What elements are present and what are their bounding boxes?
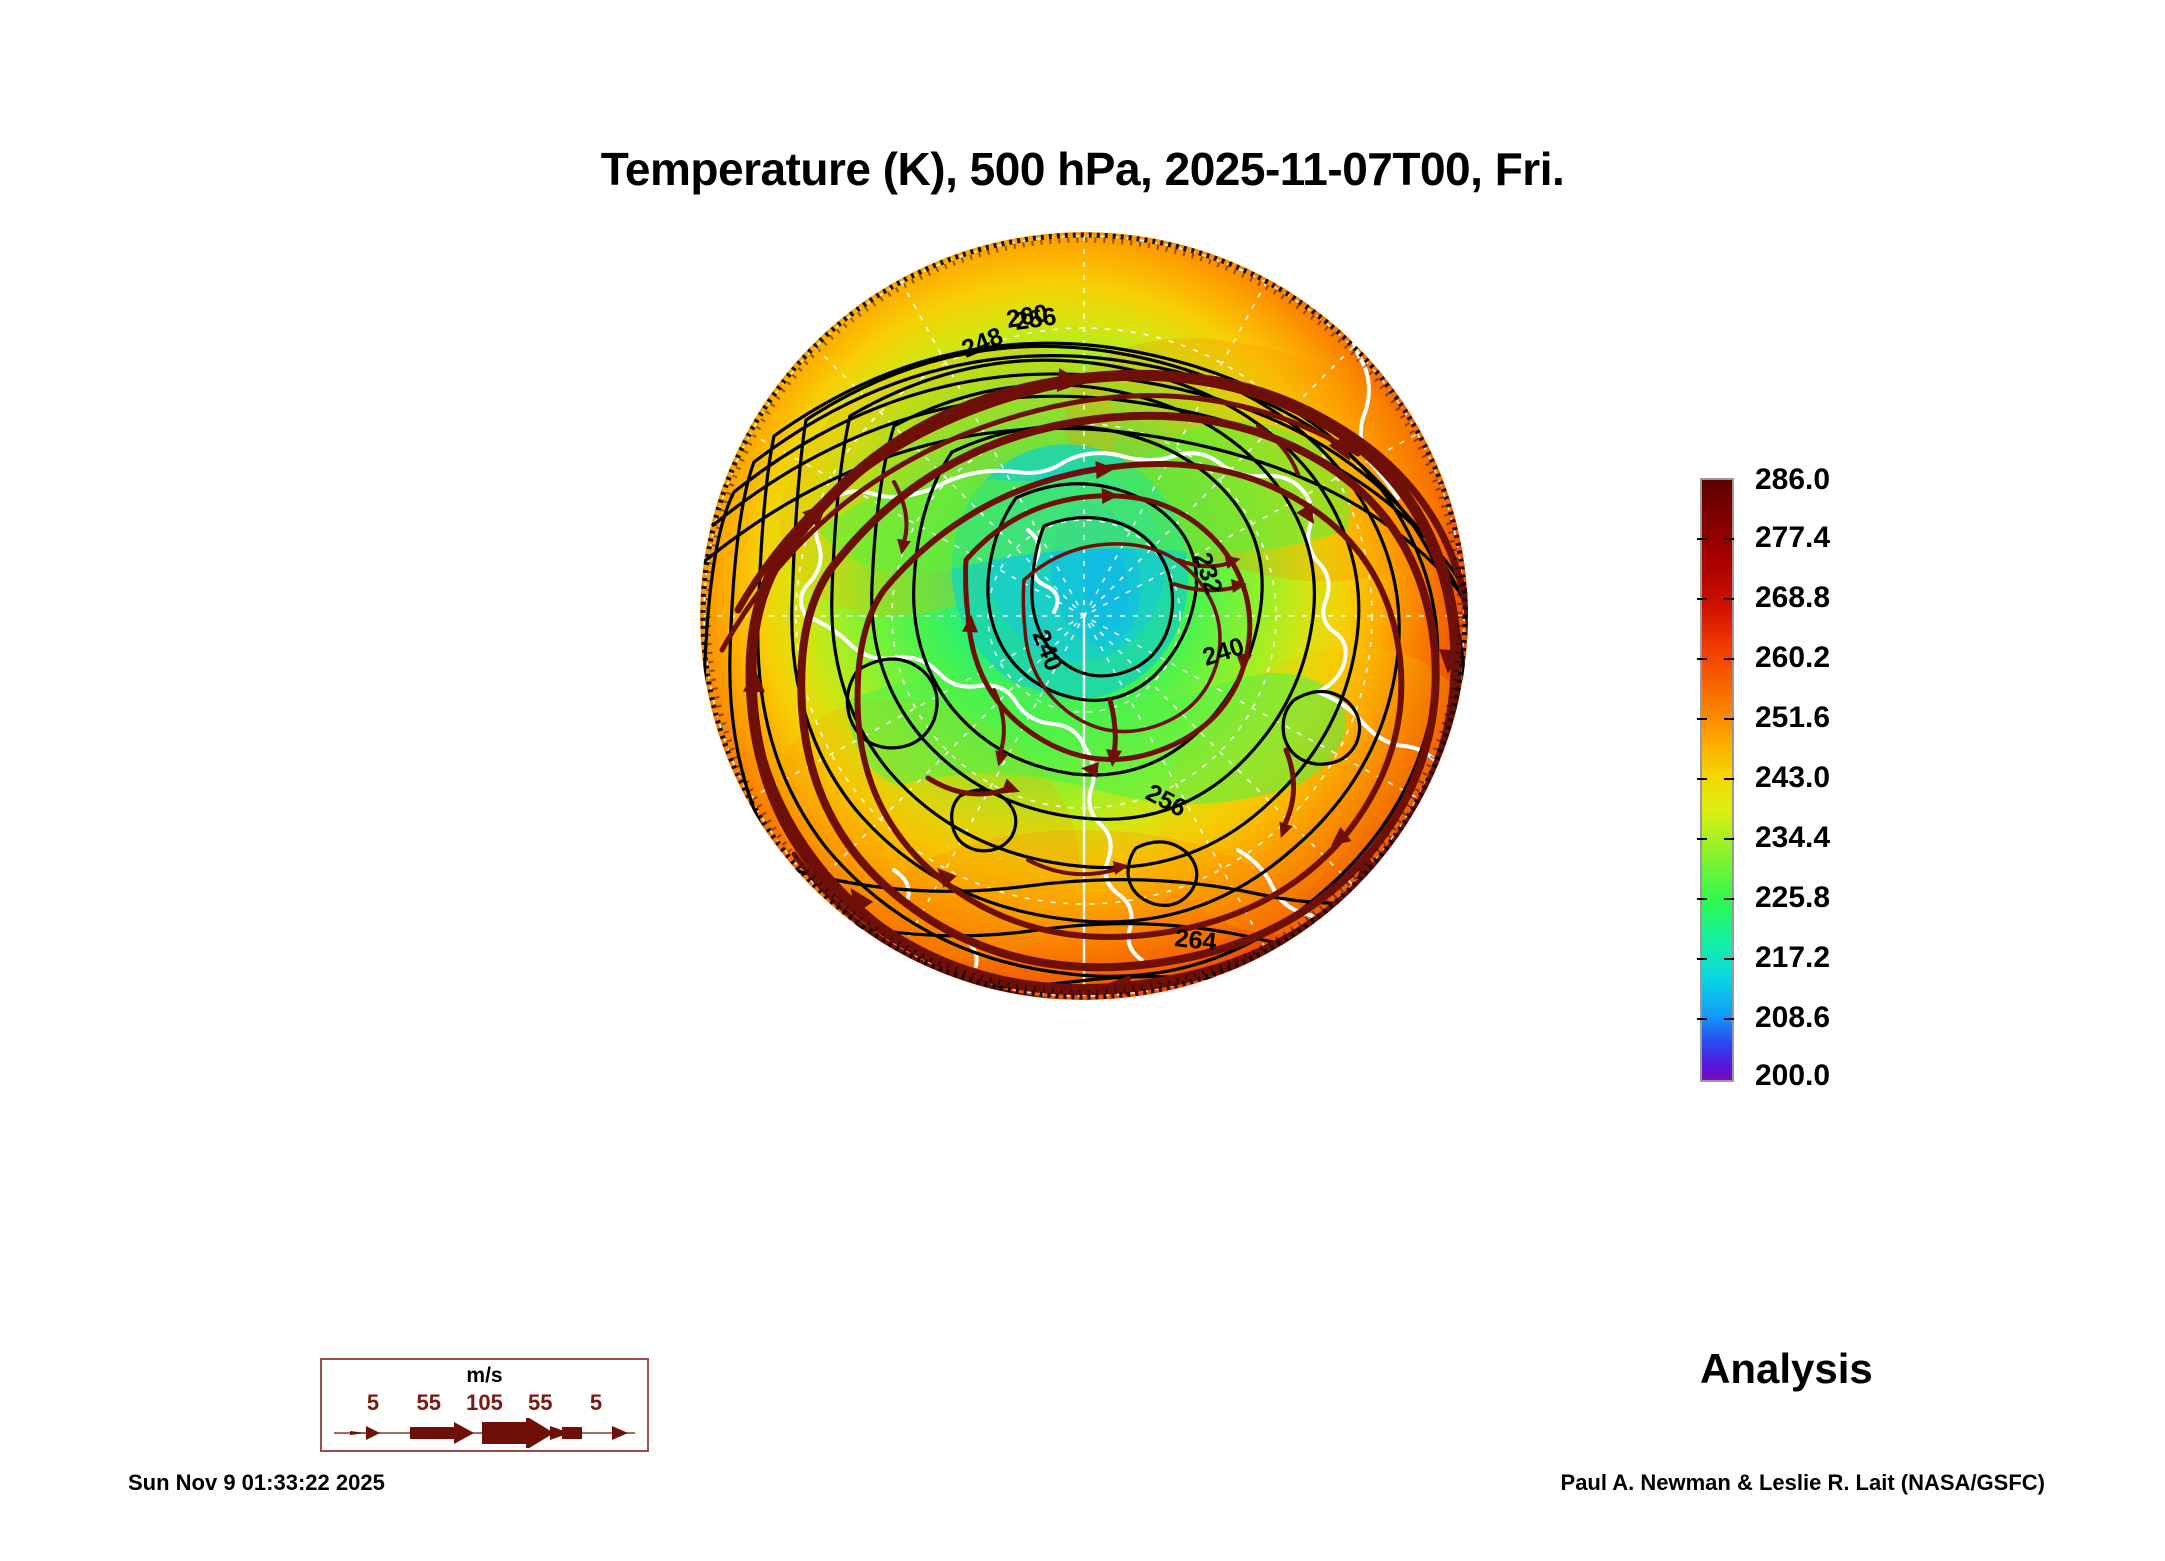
wind-tick-label: 55 — [416, 1390, 441, 1415]
colorbar-gradient — [1700, 478, 1734, 1082]
colorbar-label: 243.0 — [1755, 761, 1831, 794]
colorbar-tick — [1697, 958, 1707, 960]
credit-line: Paul A. Newman & Leslie R. Lait (NASA/GS… — [1560, 1470, 2045, 1495]
colorbar-tick — [1697, 838, 1707, 840]
wind-arrowheads — [743, 368, 1461, 997]
wind-tick-label: 105 — [466, 1390, 503, 1415]
colorbar-label: 217.2 — [1755, 941, 1831, 974]
colorbar-tick — [1697, 1018, 1707, 1020]
page-title: Temperature (K), 500 hPa, 2025-11-07T00,… — [600, 143, 1565, 195]
wind-arrow-scale — [322, 1416, 647, 1450]
generated-timestamp: Sun Nov 9 01:33:22 2025 — [128, 1470, 385, 1495]
wind-tick-label: 55 — [528, 1390, 553, 1415]
colorbar-tick — [1724, 778, 1734, 780]
svg-text:256: 256 — [704, 789, 744, 837]
colorbar-label: 286.0 — [1755, 463, 1831, 496]
colorbar-tick — [1697, 658, 1707, 660]
svg-text:264: 264 — [698, 344, 735, 393]
colorbar-tick — [1697, 718, 1707, 720]
colorbar-label: 200.0 — [1755, 1059, 1831, 1092]
colorbar-label: 208.6 — [1755, 1001, 1831, 1034]
svg-text:264: 264 — [1304, 230, 1353, 260]
wind-units-label: m/s — [466, 1364, 503, 1387]
colorbar-tick — [1724, 958, 1734, 960]
svg-text:256: 256 — [698, 506, 699, 556]
colorbar-tick — [1724, 598, 1734, 600]
analysis-label: Analysis — [1700, 1345, 1873, 1392]
colorbar-label: 260.2 — [1755, 641, 1831, 674]
colorbar-tick — [1724, 658, 1734, 660]
colorbar-tick — [1697, 598, 1707, 600]
svg-text:264: 264 — [1173, 924, 1218, 956]
colorbar-tick — [1697, 898, 1707, 900]
colorbar-label: 234.4 — [1755, 821, 1831, 854]
colorbar-label: 277.4 — [1755, 521, 1831, 554]
temperature-contours — [700, 341, 1468, 1000]
svg-text:256: 256 — [1013, 302, 1058, 336]
wind-tick-label: 5 — [366, 1390, 380, 1415]
colorbar-tick — [1697, 538, 1707, 540]
wind-tick-labels: 5 55 105 55 5 — [322, 1390, 647, 1416]
colorbar-tick — [1724, 1018, 1734, 1020]
polar-stereographic-map[interactable]: 264 256 248 264 256 264 256 240 232 240 … — [698, 230, 1470, 1002]
colorbar-tick — [1724, 898, 1734, 900]
colorbar-tick — [1697, 778, 1707, 780]
colorbar-label: 268.8 — [1755, 581, 1831, 614]
colorbar-tick — [1724, 838, 1734, 840]
wind-speed-legend: m/s 5 55 105 55 5 — [320, 1358, 649, 1452]
wind-tick-label: 5 — [589, 1390, 603, 1415]
map-panel: 264 256 248 264 256 264 256 240 232 240 … — [690, 230, 1480, 1260]
colorbar-label: 225.8 — [1755, 881, 1831, 914]
colorbar-tick — [1724, 718, 1734, 720]
colorbar-tick — [1724, 538, 1734, 540]
colorbar-label: 251.6 — [1755, 701, 1831, 734]
